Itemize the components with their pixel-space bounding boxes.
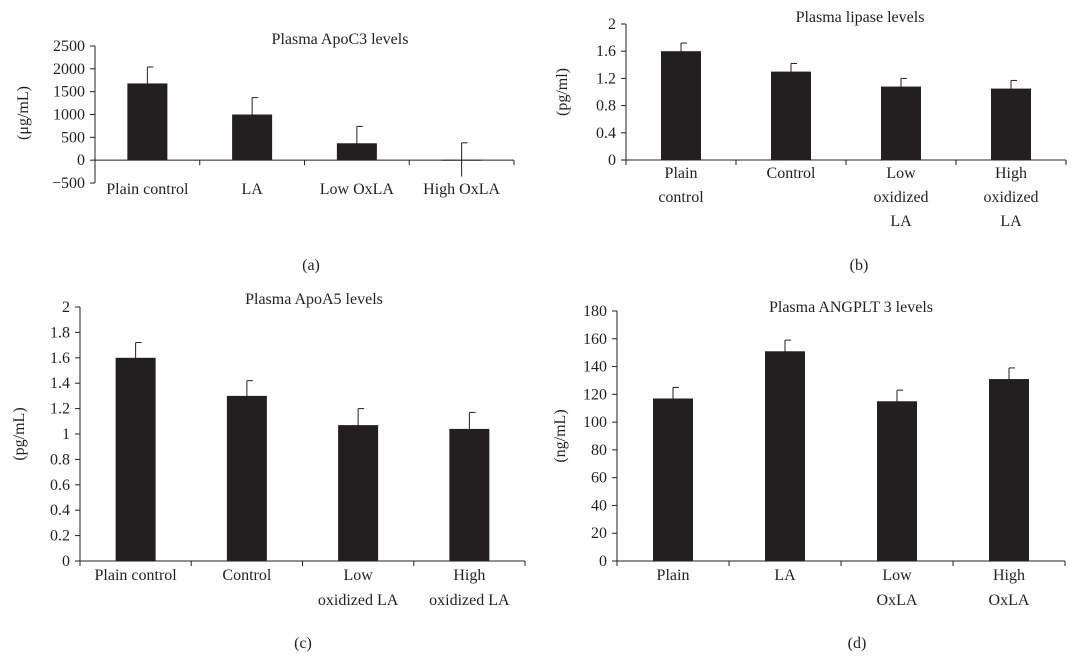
bar (765, 351, 805, 561)
panel-label: (d) (848, 635, 867, 652)
y-axis-label: (pg/mL) (11, 407, 28, 460)
category-label: oxidized (873, 189, 928, 206)
y-tick-label: 1.2 (50, 401, 70, 418)
y-tick-label: 1 (62, 426, 70, 443)
y-tick-label: 0 (608, 152, 616, 169)
category-label: Low (882, 567, 912, 584)
y-tick-label: 1.8 (50, 324, 70, 341)
category-label: oxidized LA (318, 592, 399, 609)
y-tick-label: 1.6 (50, 350, 70, 367)
y-tick-label: −500 (52, 175, 85, 192)
y-tick-label: 1000 (53, 107, 85, 124)
y-tick-label: 60 (591, 470, 607, 487)
y-tick-label: 100 (583, 414, 607, 431)
chart-panel-d: Plasma ANGPLT 3 levels 0 20 40 60 80 100 120 140… (552, 299, 1066, 652)
bar (881, 86, 921, 160)
y-tick-label: 160 (583, 331, 607, 348)
y-tick-label: 0.6 (50, 477, 70, 494)
category-label: High (993, 567, 1025, 584)
y-tick-label: 80 (591, 442, 607, 459)
category-label: Plain (665, 165, 698, 182)
bar (115, 357, 156, 561)
bar (653, 398, 693, 561)
panel-label: (a) (302, 257, 320, 274)
chart-title: Plasma ApoA5 levels (245, 291, 383, 308)
y-tick-label: 20 (591, 525, 607, 542)
bar (771, 71, 811, 160)
panel-label: (c) (294, 635, 312, 652)
y-tick-label: 2000 (53, 61, 85, 78)
y-tick-label: 1500 (53, 84, 85, 101)
bar (338, 425, 379, 561)
y-tick-label: 2500 (53, 38, 85, 55)
category-label: LA (241, 181, 263, 198)
category-label: LA (774, 567, 796, 584)
y-tick-label: 140 (583, 359, 607, 376)
panel-label: (b) (850, 257, 869, 274)
category-label: High OxLA (423, 181, 500, 198)
category-label: High (995, 165, 1027, 182)
y-tick-label: 2 (608, 16, 616, 33)
y-tick-label: 180 (583, 303, 607, 320)
y-tick-label: 40 (591, 497, 607, 514)
category-label: Plain control (95, 567, 178, 584)
y-tick-label: 0.4 (596, 125, 616, 142)
category-label: OxLA (877, 592, 918, 609)
bar (661, 51, 701, 161)
bar (991, 88, 1031, 160)
bar (877, 401, 917, 561)
y-axis-label: (ng/mL) (552, 409, 569, 462)
category-label: control (658, 189, 704, 206)
category-label: OxLA (989, 592, 1030, 609)
y-tick-label: 1.6 (596, 43, 616, 60)
category-label: LA (890, 213, 912, 230)
bar (226, 395, 267, 561)
y-tick-label: 120 (583, 386, 607, 403)
category-label: Plain control (106, 181, 189, 198)
y-tick-label: 0 (62, 553, 70, 570)
category-label: Control (222, 567, 271, 584)
y-tick-label: 500 (61, 129, 85, 146)
category-label: LA (1000, 213, 1022, 230)
chart-title: Plasma ANGPLT 3 levels (769, 299, 933, 316)
y-tick-label: 0.4 (50, 502, 70, 519)
chart-panel-c: Plasma ApoA5 levels 0 0.2 0.4 0.6 0.8 1 1.2 1.4 1… (11, 291, 526, 652)
y-axis-label: (pg/ml) (554, 68, 571, 116)
category-label: oxidized LA (429, 592, 510, 609)
y-tick-label: 1.2 (596, 70, 616, 87)
category-label: Low (886, 165, 916, 182)
category-label: Control (767, 165, 816, 182)
y-tick-label: 0 (77, 152, 85, 169)
category-label: Low (343, 567, 373, 584)
bar (989, 379, 1029, 561)
y-tick-label: 0 (599, 553, 607, 570)
chart-panel-b: Plasma lipase levels 0 0.4 0.8 1.2 1.6 2 Plain c… (554, 9, 1067, 274)
y-tick-label: 0.2 (50, 528, 70, 545)
category-label: Low OxLA (320, 181, 395, 198)
bar (449, 428, 490, 561)
chart-title: Plasma ApoC3 levels (272, 31, 409, 48)
chart-panel-a: Plasma ApoC3 levels −500 0 500 1000 1500 2000 2… (15, 31, 515, 274)
chart-title: Plasma lipase levels (796, 9, 925, 26)
y-tick-label: 2 (62, 299, 70, 316)
category-label: Plain (657, 567, 690, 584)
y-tick-label: 1.4 (50, 375, 70, 392)
y-tick-label: 0.8 (596, 98, 616, 115)
y-axis-label: (μg/mL) (15, 86, 32, 140)
y-tick-label: 0.8 (50, 451, 70, 468)
category-label: oxidized (983, 189, 1038, 206)
category-label: High (453, 567, 485, 584)
